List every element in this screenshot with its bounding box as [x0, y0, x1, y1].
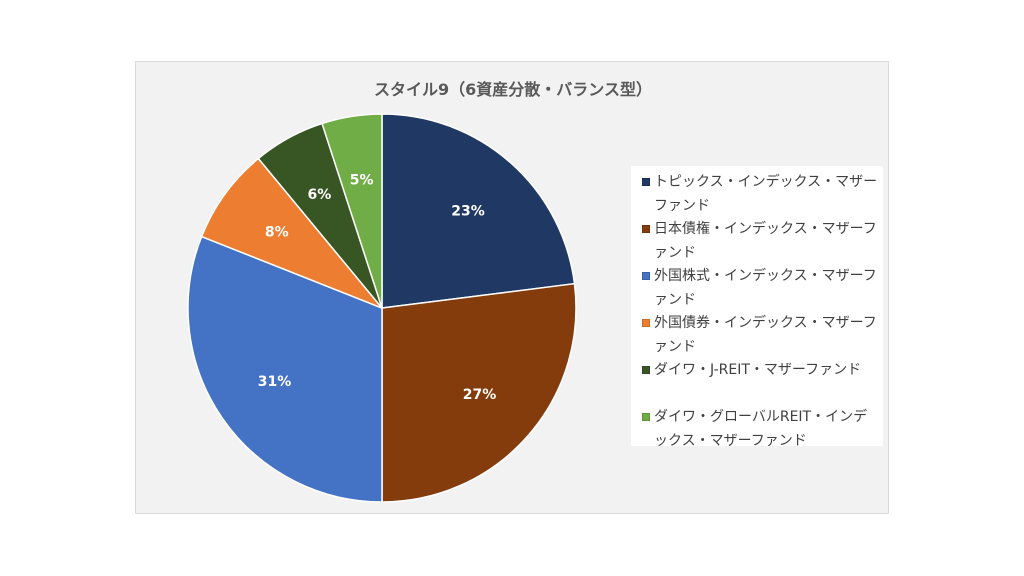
data-label-foreign-equity: 31%: [258, 374, 292, 390]
legend-label: トピックス・インデックス・マザーファンド: [654, 174, 878, 214]
pie-chart: 23% 27% 31% 8% 6% 5%: [187, 113, 577, 503]
legend-swatch: [642, 178, 650, 186]
legend-label: 日本債権・インデックス・マザーファンド: [654, 221, 877, 261]
legend-swatch: [642, 272, 650, 280]
data-label-topix: 23%: [451, 204, 485, 220]
legend-item-foreign-equity: 外国株式・インデックス・マザーファンド: [631, 264, 883, 312]
legend-swatch: [642, 366, 650, 374]
pie-slice-foreign-equity: [187, 235, 383, 503]
legend-label: ダイワ・J-REIT・マザーファンド: [654, 362, 862, 378]
data-label-j-reit: 6%: [308, 187, 332, 203]
legend-label: 外国株式・インデックス・マザーファンド: [654, 268, 877, 308]
legend-item-topix: トピックス・インデックス・マザーファンド: [631, 170, 883, 218]
pie-slice-foreign-bond: [200, 157, 383, 309]
chart-title: スタイル9（6資産分散・バランス型）: [374, 80, 652, 99]
pie-slice-global-reit: [321, 113, 383, 309]
legend-swatch: [642, 413, 650, 421]
legend-swatch: [642, 319, 650, 327]
data-label-japan-bond: 27%: [463, 387, 497, 403]
pie-slice-japan-bond: [381, 282, 577, 503]
data-label-global-reit: 5%: [350, 173, 374, 189]
pie-slice-topix: [381, 113, 576, 309]
legend-item-global-reit: ダイワ・グローバルREIT・インデックス・マザーファンド: [631, 405, 883, 453]
legend-item-foreign-bond: 外国債券・インデックス・マザーファンド: [631, 311, 883, 359]
legend-item-japan-bond: 日本債権・インデックス・マザーファンド: [631, 217, 883, 265]
legend: トピックス・インデックス・マザーファンド 日本債権・インデックス・マザーファンド…: [631, 166, 883, 449]
legend-label: ダイワ・グローバルREIT・インデックス・マザーファンド: [654, 409, 868, 449]
data-label-foreign-bond: 8%: [265, 225, 289, 241]
legend-label: 外国債券・インデックス・マザーファンド: [654, 315, 877, 355]
legend-item-j-reit: ダイワ・J-REIT・マザーファンド: [631, 358, 883, 382]
legend-swatch: [642, 225, 650, 233]
chart-area: スタイル9（6資産分散・バランス型） 23% 27% 31% 8% 6% 5% トピックス…: [135, 61, 889, 514]
